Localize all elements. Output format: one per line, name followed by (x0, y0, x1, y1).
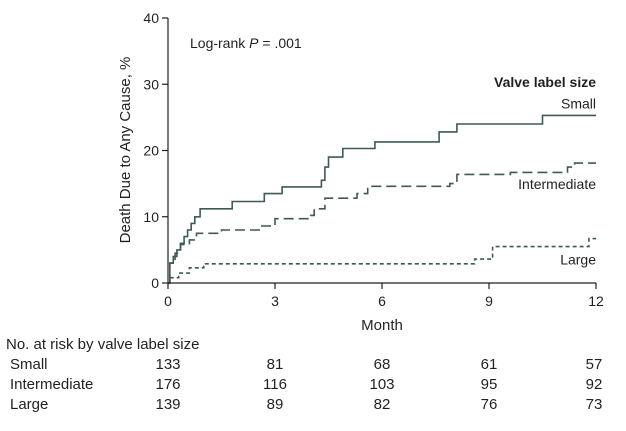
risk-cell: 103 (369, 376, 395, 393)
legend-title: Valve label size (494, 74, 596, 90)
risk-cell: 57 (585, 356, 603, 373)
chart-annotation: Log-rank P = .001 (190, 35, 302, 51)
risk-cell: 92 (585, 376, 603, 393)
series-label-intermediate: Intermediate (518, 176, 596, 192)
risk-row-label: Intermediate (10, 376, 94, 393)
risk-cell: 82 (373, 396, 391, 413)
x-tick-label: 9 (485, 293, 493, 309)
y-tick-label: 30 (143, 76, 159, 92)
risk-row-label: Large (10, 396, 49, 413)
risk-cell: 76 (480, 396, 498, 413)
x-tick-label: 6 (378, 293, 386, 309)
y-tick-label: 10 (143, 209, 159, 225)
risk-cell: 95 (480, 376, 498, 393)
risk-cell: 61 (480, 356, 498, 373)
risk-cell: 81 (266, 356, 284, 373)
y-tick-label: 40 (143, 10, 159, 26)
risk-cell: 133 (155, 356, 181, 373)
y-axis-title: Death Due to Any Cause, % (117, 57, 134, 244)
risk-cell: 139 (155, 396, 181, 413)
risk-cell: 68 (373, 356, 391, 373)
risk-table: No. at risk by valve label size Small 133… (0, 336, 626, 426)
series-line-small (168, 114, 596, 284)
x-tick-label: 0 (164, 293, 172, 309)
y-tick-label: 0 (151, 275, 159, 291)
x-axis-title: Month (361, 317, 403, 334)
risk-cell: 176 (155, 376, 181, 393)
series-label-large: Large (560, 252, 596, 268)
risk-table-title: No. at risk by valve label size (6, 336, 200, 353)
risk-cell: 89 (266, 396, 284, 413)
x-tick-label: 3 (271, 293, 279, 309)
survival-chart: Small Intermediate Large 0 10 20 30 40 0 3 6 9 12 L… (117, 10, 604, 334)
y-tick-label: 20 (143, 143, 159, 159)
x-tick-label: 12 (588, 293, 604, 309)
series-label-small: Small (561, 95, 596, 111)
risk-cell: 73 (585, 396, 603, 413)
series-line-large (168, 237, 596, 284)
series-line-intermediate (168, 162, 596, 284)
risk-row-label: Small (10, 356, 48, 373)
risk-cell: 116 (263, 376, 287, 393)
